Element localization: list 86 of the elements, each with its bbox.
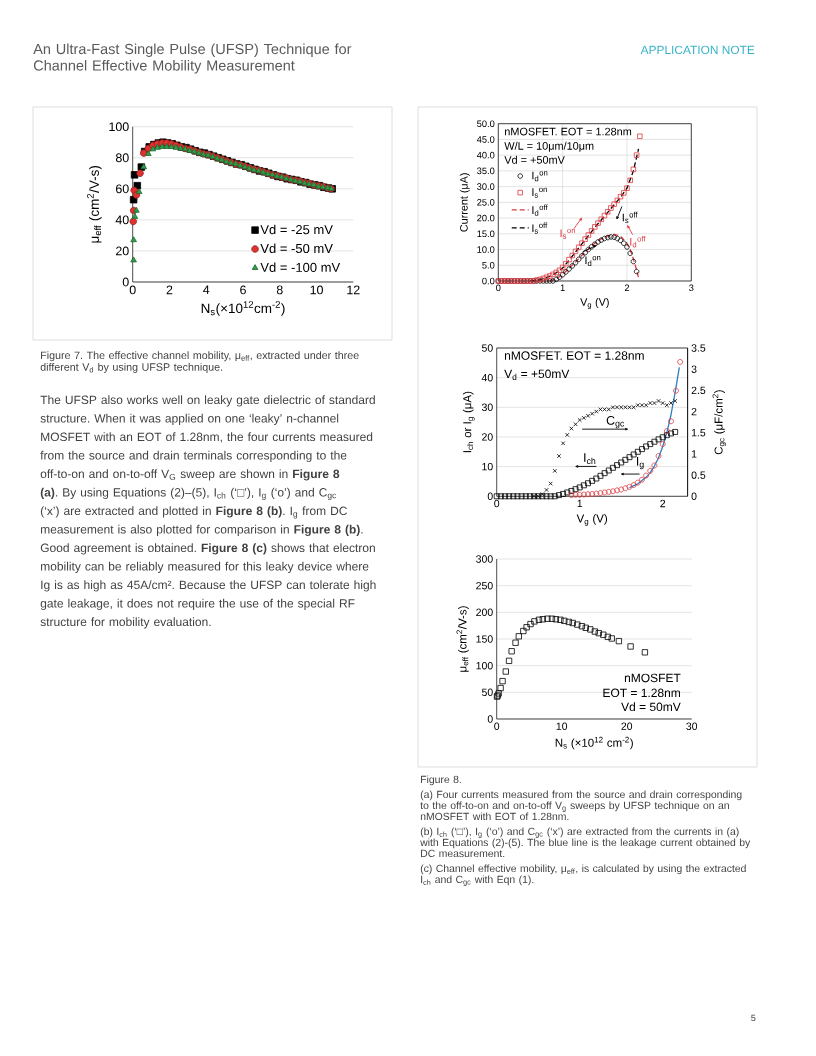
annotation: Vd = 50mV [621,702,681,712]
y-axis-title: μ$_{eff}$ (cm$^{2}$/V-s) [456,606,469,672]
y-tick-label: 250 [476,581,493,590]
y-axis-title: Current (μA) [459,173,470,232]
x-tick-label: 2 [660,499,666,508]
x-axis-title: N$_{s}$(×10$^{12}$cm$^{-2}$) [201,301,285,316]
annotation: I$_{g}$ [637,456,644,470]
y2-tick-label: 1 [691,450,697,458]
x-axis-title: N$_{s}$ (×10$^{12}$ cm$^{-2}$) [555,736,633,750]
y-tick-label: 25.0 [477,199,495,206]
y-tick-label: 30 [481,403,493,412]
y2-tick-label: 3.5 [691,344,706,352]
legend-label: Vd = -100 mV [260,262,341,272]
text: Figure 7. The effective channel mobility, μ$_{eff}$, extracted under three different V$_{d}$ by using UFSP technique. [40,351,359,373]
x-tick-label: 3 [689,284,694,292]
x-axis-title: V$_{g}$ (V) [580,297,609,309]
annotation: W/L = 10μm/10μm [504,141,594,152]
y-tick-label: 0 [487,492,493,501]
x-tick-label: 10 [310,285,323,295]
y2-tick-label: 2.5 [691,386,706,395]
annotation: V$_{d}$ = +50mV [504,369,570,380]
y-tick-label: 10 [482,462,493,471]
y-tick-label: 45.0 [476,136,495,143]
y-tick-label: 20 [116,246,129,256]
y-tick-label: 20 [482,433,493,441]
annotation: nMOSFET. EOT = 1.28nm [505,127,632,136]
y-tick-label: 5.0 [482,261,495,269]
y2-tick-label: 0.5 [691,471,706,479]
x-tick-label: 4 [203,285,210,295]
annotation: I$_{ch}$ [584,453,596,465]
y-tick-label: 80 [115,153,129,163]
text: The UFSP also works well on leaky gate dielectric of standard structure. When it was applied on one ‘leaky’ n-channel MOSFET with an EOT of 1.28nm, the four currents measured from the source and drain terminals corresponding to the off-to-on and on-to-off V$_{G}$ sweep are shown in Figure 8 (a). By using Equations (2)–(5), I$_{ch}$ (‘□’), I$_{g}$ (‘o’) and C$_{gc}$ (‘x’) are extracted and plotted in Figure 8 (b). I$_{g}$ from DC measurement is also plotted for comparison in Figure 8 (b). Good agreement is obtained. Figure 8 (c) shows that electron mobility can be reliably measured for this leaky device where Ig is as high as 45A/cm². Because the UFSP can tolerate high gate leakage, it does not require the use of the special RF structure for mobility evaluation. [40,395,376,629]
y-tick-label: 50.0 [477,120,495,127]
x-tick-label: 2 [166,285,173,295]
x-tick-label: 0 [494,722,500,730]
x-tick-label: 2 [624,284,630,291]
y-tick-label: 15.0 [477,230,495,238]
legend-label: Vd = -50 mV [260,243,333,254]
x-tick-label: 12 [347,285,360,295]
annotation: C$_{gc}$ [606,415,625,429]
y-axis-title: I$_{ch}$ or I$_{g}$ (μA) [462,391,475,453]
x-tick-label: 0 [496,284,501,292]
y-tick-label: 20.0 [477,214,495,222]
annotation: EOT = 1.28nm [603,688,680,698]
y-tick-label: 40 [481,373,493,382]
y2-tick-label: 1.5 [691,429,706,437]
x-tick-label: 8 [276,285,283,295]
y-tick-label: 30.0 [477,183,495,190]
y2-tick-label: 3 [691,365,697,373]
y-tick-label: 100 [109,122,129,132]
annotation: nMOSFET [624,673,681,683]
legend-label: Vd = -25 mV [260,224,333,235]
text: APPLICATION NOTE [640,45,755,55]
y-tick-label: 10.0 [477,246,495,253]
y-tick-label: 200 [476,608,493,617]
text: (b) I$_{ch}$ (‘□’), I$_{g}$ (‘o’) and C$_{gc}$ (‘x’) are extracted from the currents in (a) with Equations (2)-(5). The blue line is the leakage current obtained by DC measurement. [420,827,751,858]
text: (c) Channel effective mobility, μ$_{eff}$, is calculated by using the extracted I$_{ch}$ and C$_{gc}$ with Eqn (1). [420,864,746,887]
annotation: nMOSFET. EOT = 1.28nm [504,351,644,360]
text: (a) Four currents measured from the source and drain corresponding to the off-to-on and on-to-off V$_{g}$ sweeps by UFSP technique on an nMOSFET with EOT of 1.28nm. [420,790,742,821]
y-tick-label: 60 [116,184,129,194]
y2-tick-label: 2 [691,407,697,416]
text: An Ultra-Fast Single Pulse (UFSP) Technique for Channel Effective Mobility Measurement [33,43,352,74]
x-tick-label: 6 [240,285,246,295]
y-axis-title: μ$_{eff}$ (cm$^{2}$/V-s) [87,166,102,243]
y-tick-label: 35.0 [477,167,495,175]
y-tick-label: 0.0 [482,277,495,285]
y-tick-label: 40.0 [476,151,495,159]
text: 5 [751,1014,756,1022]
y2-tick-label: 0 [691,492,697,501]
x-tick-label: 1 [577,499,583,508]
x-tick-label: 0 [129,285,136,295]
x-tick-label: 1 [560,284,565,291]
x-tick-label: 10 [556,722,568,730]
x-tick-label: 30 [686,722,698,730]
annotation: Vd = +50mV [504,155,565,164]
y2-axis-title: C$_{gc}$ (μF/cm$^{2}$) [712,390,726,455]
x-tick-label: 20 [621,722,633,730]
y-tick-label: 100 [476,661,493,670]
x-axis-title: V$_{g}$ (V) [576,514,608,526]
y-tick-label: 40 [115,215,129,225]
y-tick-label: 300 [476,555,493,563]
caption: Figure 8. [421,775,461,786]
y-tick-label: 50 [481,688,493,697]
y-tick-label: 0 [487,715,493,723]
y-tick-label: 50 [481,344,493,352]
y-tick-label: 150 [476,635,493,643]
